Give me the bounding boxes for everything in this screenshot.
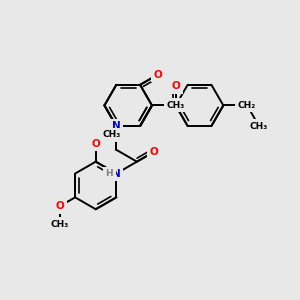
- Text: O: O: [91, 139, 100, 149]
- Text: N: N: [112, 121, 121, 131]
- Text: CH₂: CH₂: [238, 101, 256, 110]
- Text: CH₃: CH₃: [102, 130, 120, 140]
- Text: O: O: [153, 70, 162, 80]
- Text: N: N: [112, 169, 121, 178]
- Text: CH₃: CH₃: [51, 220, 69, 229]
- Text: CH₃: CH₃: [167, 101, 185, 110]
- Text: O: O: [149, 147, 158, 157]
- Text: O: O: [55, 201, 64, 211]
- Text: H: H: [106, 169, 113, 178]
- Text: O: O: [171, 81, 180, 92]
- Text: CH₃: CH₃: [250, 122, 268, 130]
